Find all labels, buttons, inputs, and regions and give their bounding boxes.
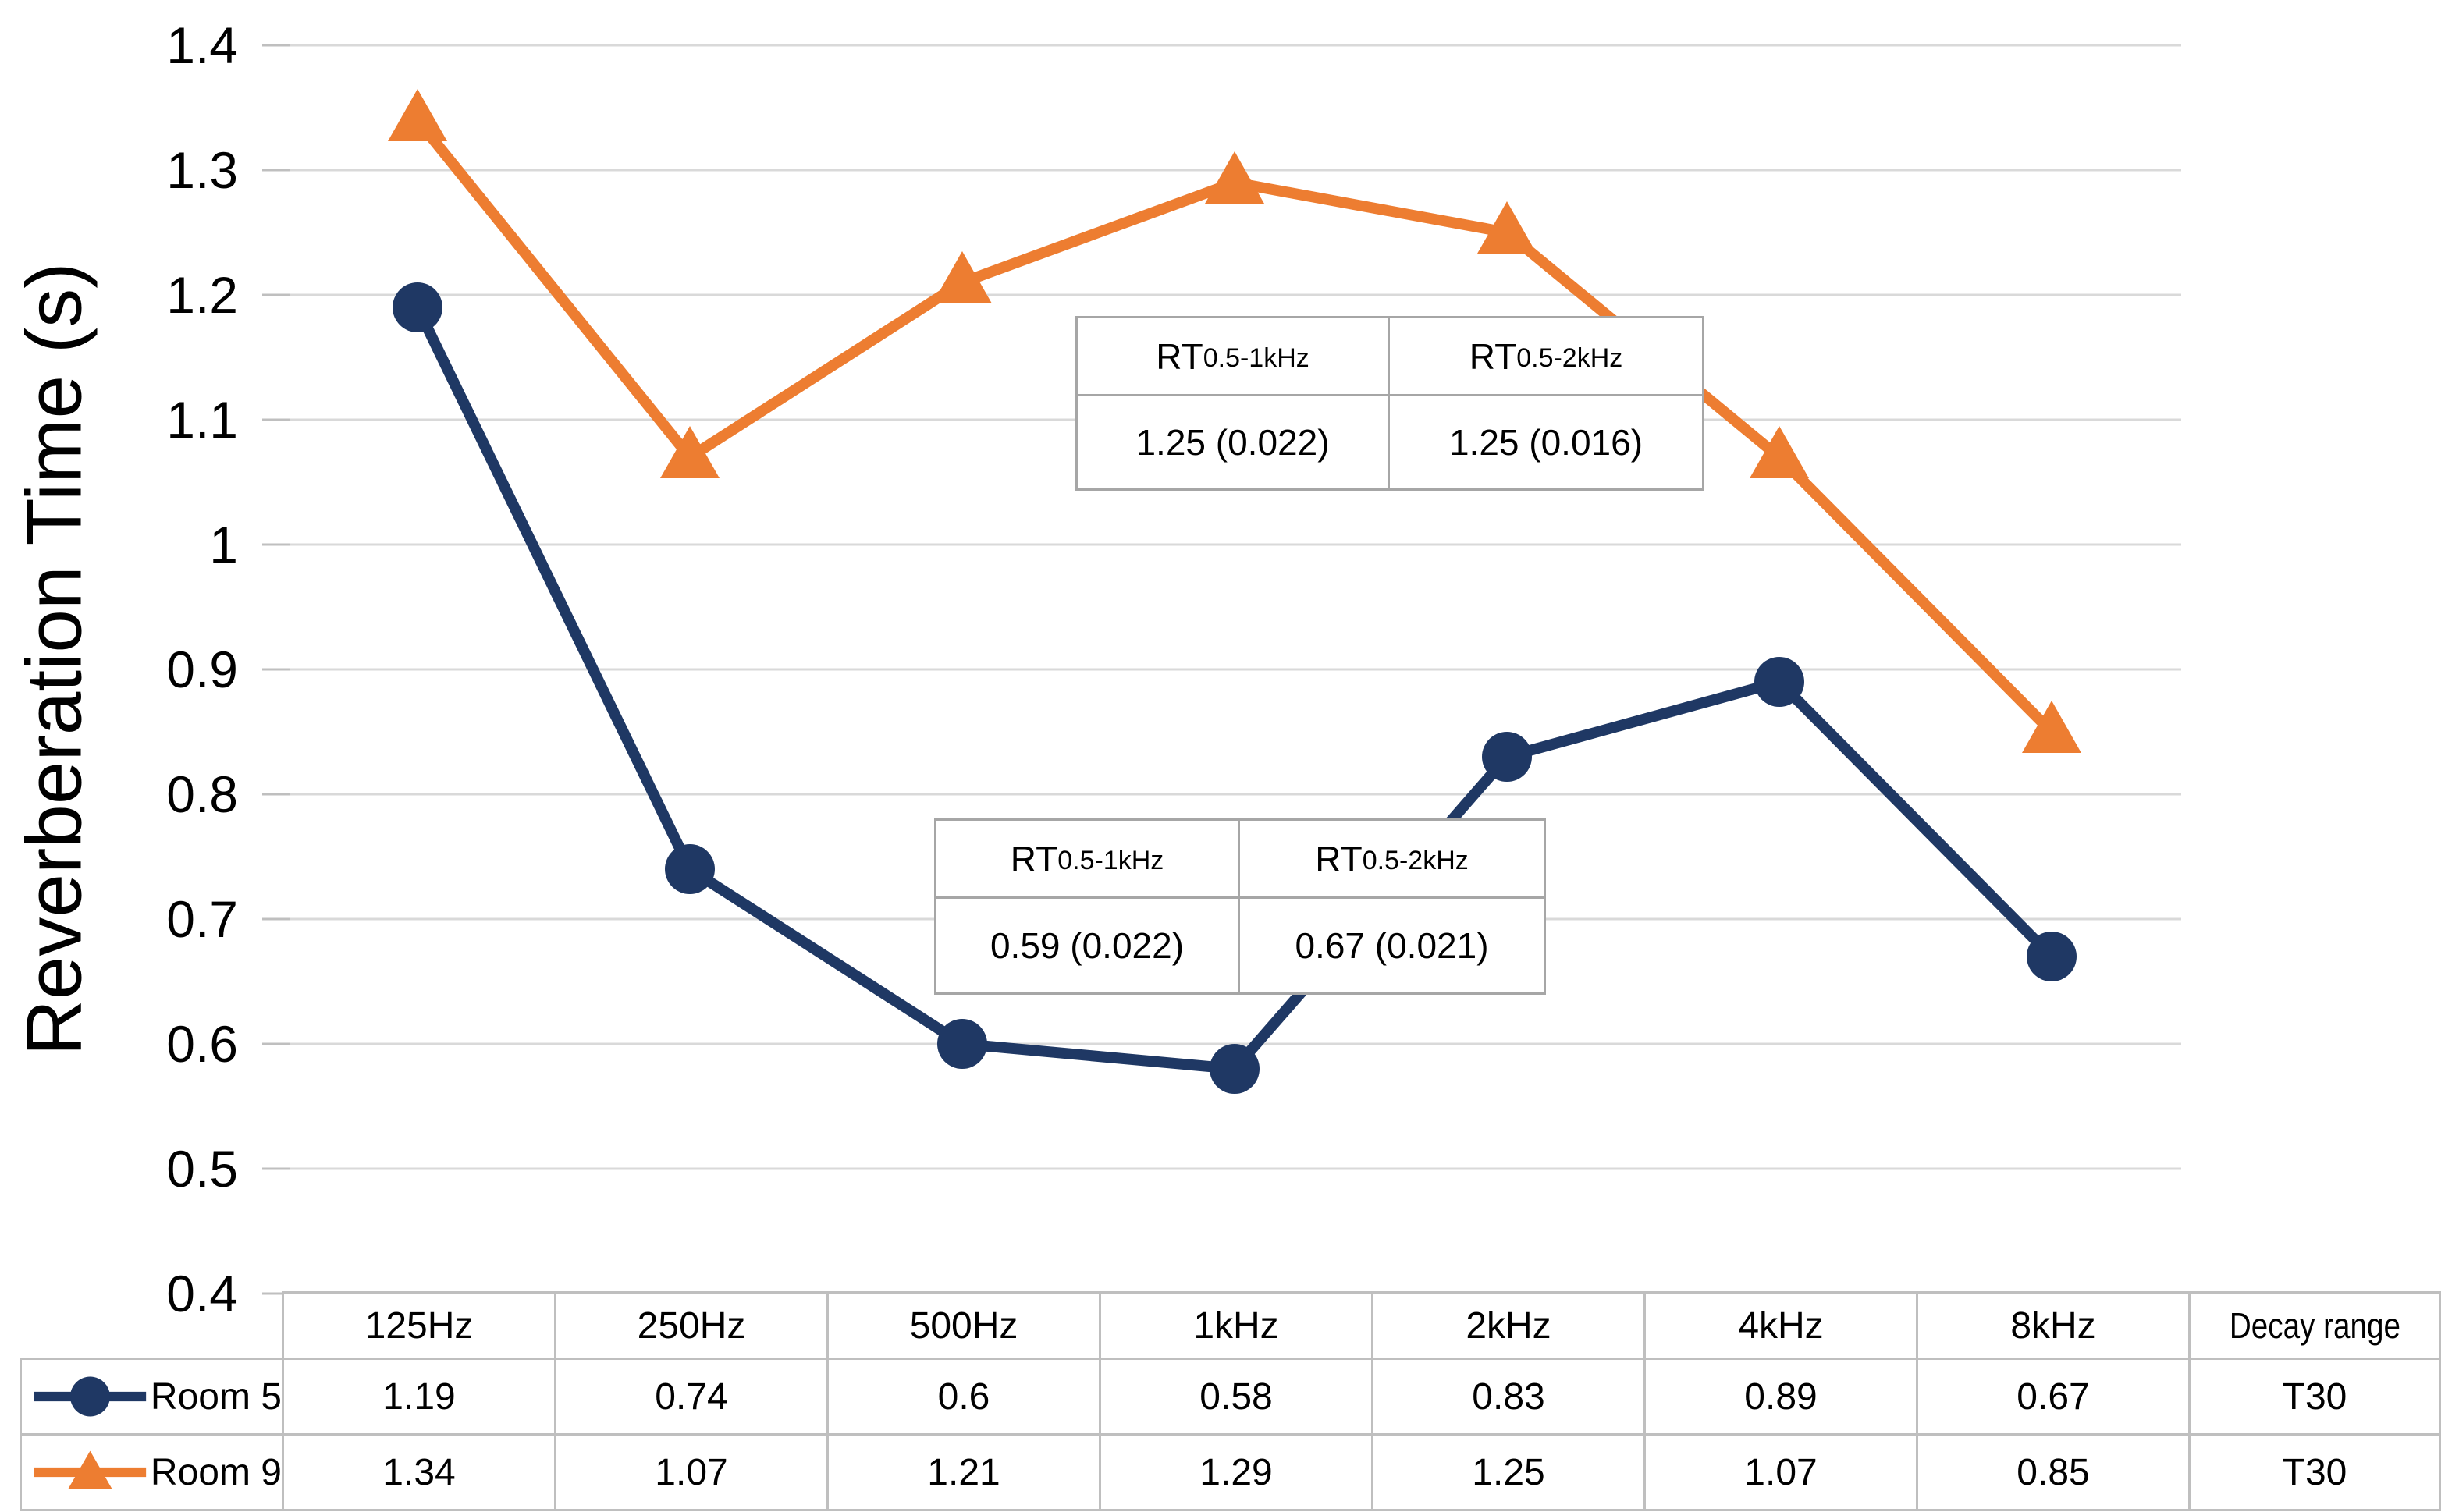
y-axis-tick-label: 1.2	[166, 266, 238, 324]
data-point-marker	[660, 426, 720, 478]
annotation-header: RT 0.5-2kHz	[1240, 821, 1544, 899]
legend-marker	[69, 1376, 110, 1417]
annotation-header-prefix: RT	[1010, 838, 1058, 879]
data-point-marker	[2027, 932, 2077, 981]
y-axis-ticks	[262, 44, 290, 1295]
y-axis-tick-label: 0.6	[166, 1015, 238, 1073]
annotation-value: 1.25 (0.022)	[1078, 396, 1390, 488]
annotation-header-prefix: RT	[1469, 335, 1517, 377]
data-point-marker	[1754, 657, 1804, 707]
table-cell-room-5-8khz: 0.67	[1916, 1358, 2191, 1436]
table-row-room-5: Room 5 1.19 0.74 0.6 0.58 0.83 0.89 0.67 T30	[20, 1358, 2441, 1436]
annotation-header-subscript: 0.5-2kHz	[1516, 343, 1623, 373]
table-header-8khz: 8kHz	[1916, 1291, 2191, 1360]
data-point-marker	[933, 251, 992, 303]
annotation-table-lower: RT 0.5-1kHz RT 0.5-2kHz 0.59 (0.022) 0.67 …	[934, 818, 1546, 995]
annotation-header-subscript: 0.5-1kHz	[1203, 343, 1309, 373]
table-cell-room-9-500hz: 1.21	[826, 1433, 1101, 1511]
legend-triangle-marker-icon	[34, 1450, 147, 1489]
y-axis-tick-label: 0.5	[166, 1140, 238, 1198]
data-table: 125Hz 250Hz 500Hz 1kHz 2kHz 4kHz 8kHz Decay ran…	[20, 1291, 2441, 1511]
table-cell-room-5-250hz: 0.74	[554, 1358, 829, 1436]
y-axis-tick-label: 1.4	[166, 16, 238, 74]
annotation-header-prefix: RT	[1156, 335, 1203, 377]
table-header-4khz: 4kHz	[1643, 1291, 1918, 1360]
table-cell-room-9-2khz: 1.25	[1371, 1433, 1646, 1511]
table-header-2khz: 2kHz	[1371, 1291, 1646, 1360]
series-room-9	[388, 89, 2081, 753]
annotation-value: 1.25 (0.016)	[1390, 396, 1702, 488]
table-row-room-9: Room 9 1.34 1.07 1.21 1.29 1.25 1.07 0.85 T30	[20, 1433, 2441, 1511]
data-point-marker	[2022, 701, 2081, 753]
y-axis-tick-label: 1	[209, 516, 238, 573]
legend-label: Room 9	[150, 1451, 282, 1493]
legend-marker	[68, 1450, 112, 1489]
data-point-marker	[388, 89, 447, 141]
table-cell-room-9-1khz: 1.29	[1099, 1433, 1373, 1511]
table-header-1khz: 1kHz	[1099, 1291, 1373, 1360]
data-point-marker	[1210, 1044, 1260, 1094]
y-axis-tick-label: 1.1	[166, 391, 238, 449]
y-axis-tick-label: 1.3	[166, 141, 238, 199]
y-axis-tick-label: 0.9	[166, 641, 238, 698]
table-cell-room-9-4khz: 1.07	[1643, 1433, 1918, 1511]
table-header-row: 125Hz 250Hz 500Hz 1kHz 2kHz 4kHz 8kHz Decay ran…	[21, 1291, 2441, 1360]
annotation-value: 0.67 (0.021)	[1240, 899, 1544, 992]
annotation-header: RT 0.5-1kHz	[1078, 318, 1390, 396]
data-point-marker	[1205, 151, 1264, 204]
data-point-marker	[1482, 732, 1532, 782]
table-corner-cell	[21, 1293, 283, 1359]
data-point-marker	[393, 282, 442, 332]
annotation-header-prefix: RT	[1315, 838, 1363, 879]
table-cell-room-5-2khz: 0.83	[1371, 1358, 1646, 1436]
series-room-5	[393, 282, 2077, 1094]
annotation-header-subscript: 0.5-2kHz	[1362, 846, 1469, 875]
table-cell-room-5-500hz: 0.6	[826, 1358, 1101, 1436]
annotation-header: RT 0.5-2kHz	[1390, 318, 1702, 396]
y-axis-tick-label: 0.8	[166, 765, 238, 823]
table-header-250hz: 250Hz	[554, 1291, 829, 1360]
data-point-marker	[937, 1019, 987, 1069]
table-cell-room-9-250hz: 1.07	[554, 1433, 829, 1511]
annotation-table-upper: RT 0.5-1kHz RT 0.5-2kHz 1.25 (0.022) 1.25 …	[1075, 316, 1704, 491]
table-cell-room-9-125hz: 1.34	[282, 1433, 556, 1511]
table-header-decay-range: Decay range	[2188, 1291, 2441, 1360]
gridlines	[289, 44, 2181, 1170]
legend-circle-marker-icon	[34, 1376, 147, 1417]
data-point-marker	[1750, 426, 1809, 478]
data-point-marker	[665, 844, 715, 894]
table-cell-room-5-4khz: 0.89	[1643, 1358, 1918, 1436]
decay-range-label: Decay range	[2229, 1304, 2400, 1346]
annotation-header-subscript: 0.5-1kHz	[1057, 846, 1164, 875]
annotation-header: RT 0.5-1kHz	[936, 821, 1240, 899]
table-cell-room-9-8khz: 0.85	[1916, 1433, 2191, 1511]
legend-room-5: Room 5	[20, 1358, 284, 1436]
table-cell-room-5-1khz: 0.58	[1099, 1358, 1373, 1436]
annotation-value: 0.59 (0.022)	[936, 899, 1240, 992]
legend-room-9: Room 9	[20, 1433, 284, 1511]
y-axis-tick-label: 0.4	[166, 1265, 238, 1322]
table-cell-room-5-125hz: 1.19	[282, 1358, 556, 1436]
table-cell-room-5-decay-range: T30	[2188, 1358, 2441, 1436]
table-header-125hz: 125Hz	[282, 1291, 556, 1360]
data-point-marker	[1477, 201, 1537, 254]
table-header-500hz: 500Hz	[826, 1291, 1101, 1360]
table-cell-room-9-decay-range: T30	[2188, 1433, 2441, 1511]
legend-label: Room 5	[150, 1375, 282, 1418]
y-axis-tick-label: 0.7	[166, 890, 238, 948]
